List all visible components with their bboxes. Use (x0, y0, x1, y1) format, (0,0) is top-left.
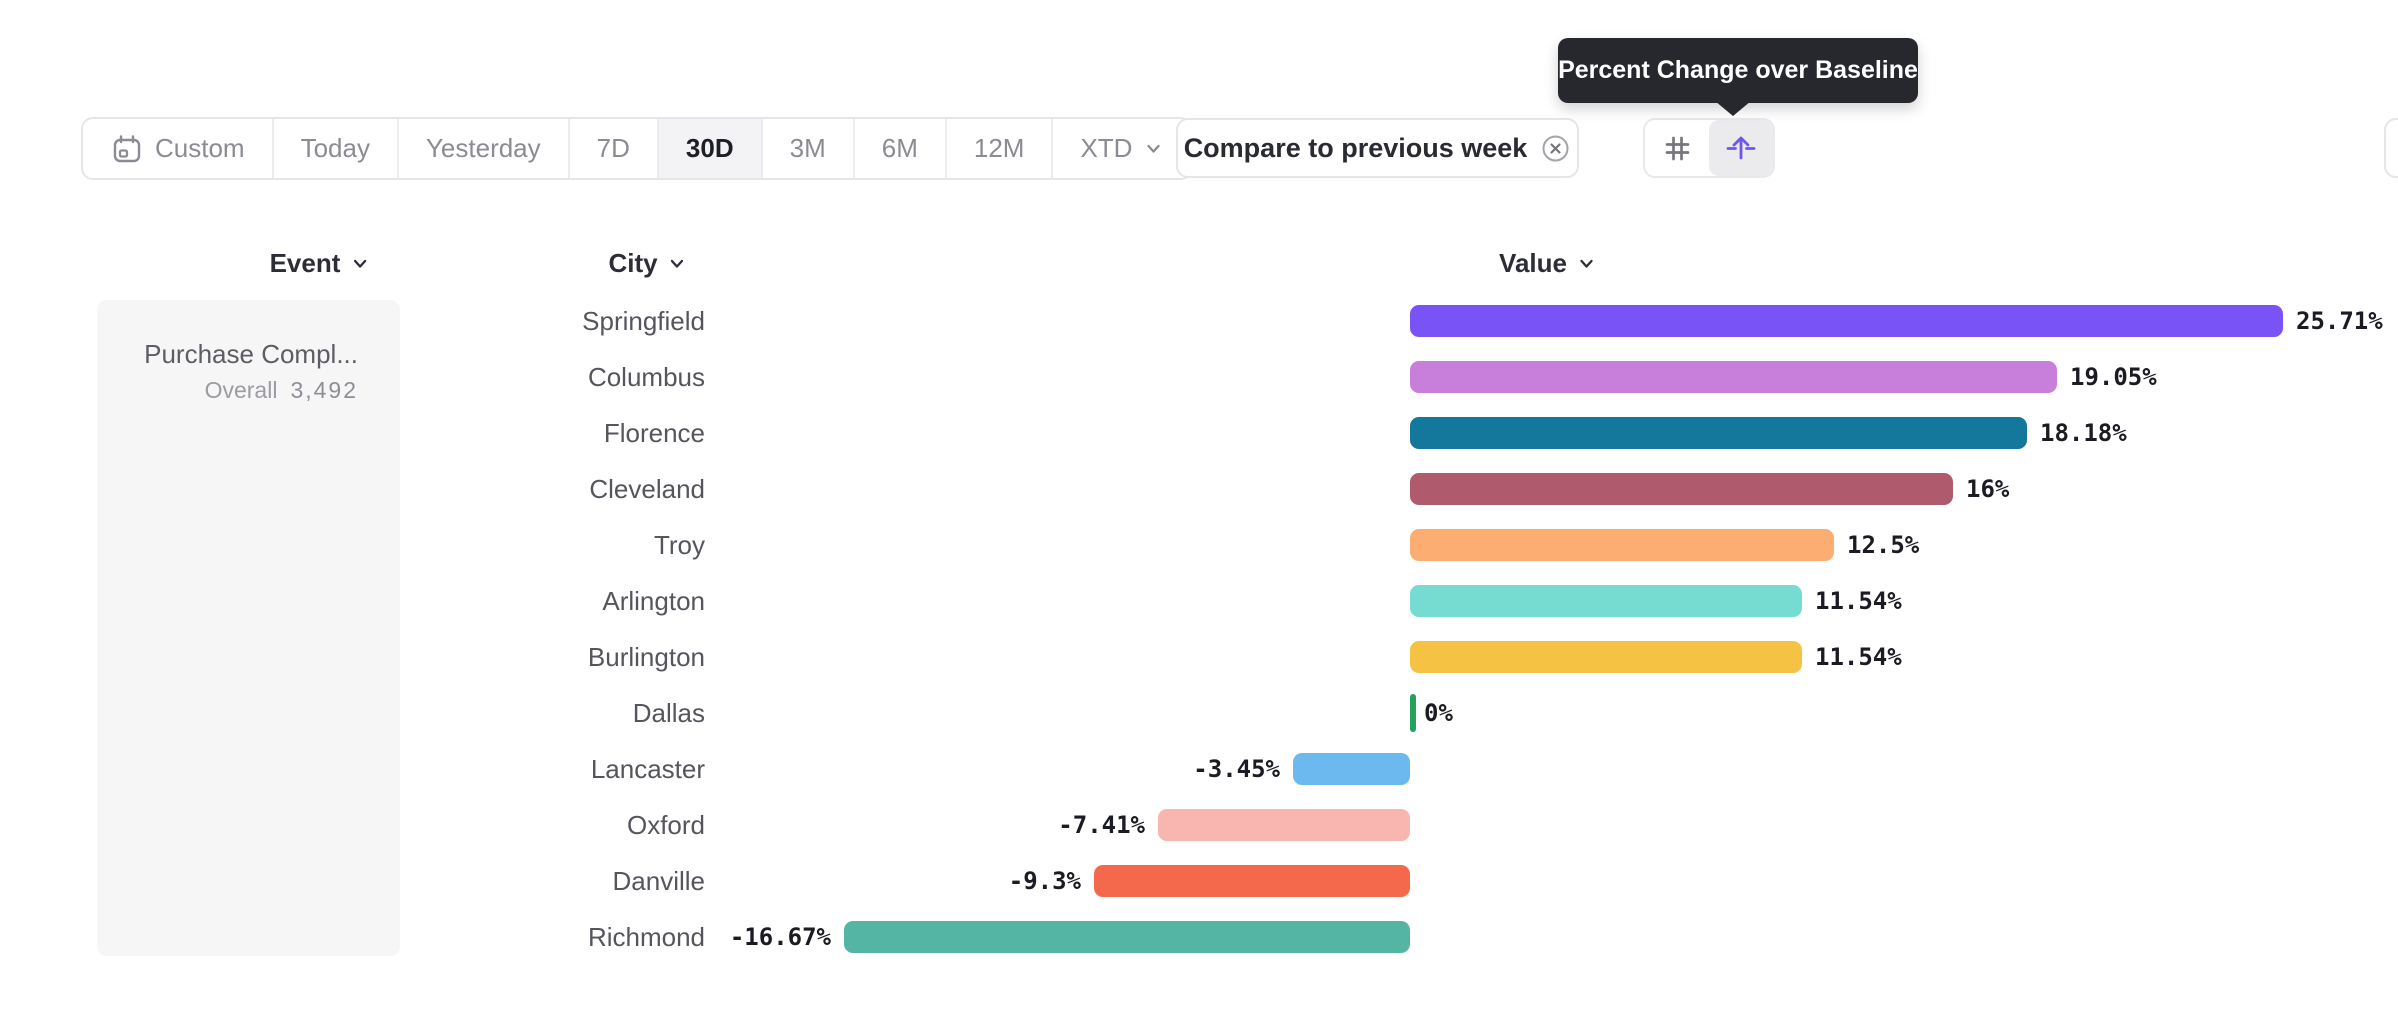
date-range-yesterday[interactable]: Yesterday (396, 119, 568, 178)
date-range-label: Custom (155, 133, 245, 163)
date-range-xtd[interactable]: XTD (1051, 119, 1191, 178)
date-range-custom[interactable]: Custom (83, 119, 272, 178)
bar-florence[interactable] (1410, 417, 2027, 449)
tooltip-text: Percent Change over Baseline (1558, 56, 1918, 84)
bar-oxford[interactable] (1158, 809, 1410, 841)
chart-row-lancaster: Lancaster -3.45% (0, 741, 2398, 797)
bar-danville[interactable] (1094, 865, 1410, 897)
bar-troy[interactable] (1410, 529, 1834, 561)
chart-row-dallas: Dallas 0% (0, 685, 2398, 741)
value-label: 11.54% (1815, 643, 1902, 671)
hash-grid-icon (1665, 136, 1689, 160)
bar-arlington[interactable] (1410, 585, 1802, 617)
bar-burlington[interactable] (1410, 641, 1802, 673)
chart-row-oxford: Oxford -7.41% (0, 797, 2398, 853)
tooltip-caret (1715, 101, 1751, 116)
bar-cleveland[interactable] (1410, 473, 1953, 505)
date-range-label: XTD (1080, 133, 1133, 163)
chart-row-arlington: Arlington 11.54% (0, 573, 2398, 629)
arrow-up-baseline-icon (1726, 136, 1756, 160)
value-label: -9.3% (1008, 867, 1081, 895)
chevron-down-icon (1147, 144, 1161, 153)
column-header-value[interactable]: Value (1499, 245, 1597, 281)
date-range-label: Yesterday (425, 133, 541, 163)
date-range-label: Today (300, 133, 370, 163)
event-overall-row: Overall 3,492 (97, 377, 358, 404)
value-label: 25.71% (2296, 307, 2383, 335)
overall-value: 3,492 (290, 377, 358, 403)
date-range-12m[interactable]: 12M (944, 119, 1052, 178)
date-range-today[interactable]: Today (271, 119, 397, 178)
chevron-down-icon (353, 259, 367, 268)
calendar-icon (113, 134, 141, 162)
event-name: Purchase Compl... (144, 339, 358, 369)
date-range-7d[interactable]: 7D (567, 119, 657, 178)
grid-view-button[interactable] (1645, 120, 1709, 176)
compare-chip[interactable]: Compare to previous week (1176, 118, 1579, 178)
chart-row-florence: Florence 18.18% (0, 405, 2398, 461)
city-label: Burlington (587, 642, 705, 672)
city-label: Florence (603, 418, 705, 448)
circle-x-icon[interactable] (1540, 133, 1571, 164)
value-label: -16.67% (729, 923, 831, 951)
bar-richmond[interactable] (844, 921, 1410, 953)
value-label: 16% (1966, 475, 2010, 503)
chart-row-columbus: Columbus 19.05% (0, 349, 2398, 405)
city-label: Springfield (582, 306, 705, 336)
chart-row-burlington: Burlington 11.54% (0, 629, 2398, 685)
chart-row-danville: Danville -9.3% (0, 853, 2398, 909)
date-range-label: 3M (789, 133, 826, 163)
date-range-label: 12M (973, 133, 1025, 163)
date-range-label: 30D (685, 133, 734, 163)
column-header-event-label: Event (269, 247, 341, 278)
chart-row-springfield: Springfield 25.71% (0, 293, 2398, 349)
date-range-selector: Custom Today Yesterday 7D 30D 3M 6M 12M XTD (81, 117, 1194, 180)
chart-row-cleveland: Cleveland 16% (0, 461, 2398, 517)
date-range-30d[interactable]: 30D (656, 119, 761, 178)
tooltip-percent-change-over-baseline: Percent Change over Baseline (1558, 38, 1918, 103)
bar-springfield[interactable] (1410, 305, 2283, 337)
city-label: Danville (612, 866, 706, 896)
date-range-label: 7D (596, 133, 630, 163)
city-label: Lancaster (590, 754, 705, 784)
city-label: Cleveland (589, 474, 705, 504)
value-label: 18.18% (2040, 419, 2127, 447)
chevron-down-icon (670, 259, 684, 268)
city-label: Oxford (626, 810, 705, 840)
column-header-city[interactable]: City (608, 245, 687, 281)
zero-baseline-tick[interactable] (1410, 694, 1416, 732)
column-header-value-label: Value (1499, 247, 1567, 278)
city-label: Dallas (632, 698, 705, 728)
city-label: Columbus (587, 362, 705, 392)
toolbar: Custom Today Yesterday 7D 30D 3M 6M 12M XTD Comp… (0, 117, 2398, 180)
city-label: Richmond (587, 922, 705, 952)
value-label: -3.45% (1193, 755, 1280, 783)
date-range-6m[interactable]: 6M (852, 119, 945, 178)
value-label: 12.5% (1847, 531, 1920, 559)
value-label: -7.41% (1058, 811, 1145, 839)
city-label: Troy (653, 530, 705, 560)
chevron-down-icon (1580, 259, 1593, 268)
percent-change-over-baseline-button[interactable] (1709, 120, 1773, 176)
event-card[interactable]: Purchase Compl... Overall 3,492 (97, 300, 400, 956)
value-label: 19.05% (2070, 363, 2157, 391)
chart-row-richmond: Richmond -16.67% (0, 909, 2398, 965)
chart-row-troy: Troy 12.5% (0, 517, 2398, 573)
date-range-label: 6M (881, 133, 918, 163)
column-header-event[interactable]: Event (270, 245, 371, 281)
value-label: 0% (1424, 699, 1453, 727)
clipped-button-right-edge[interactable] (2384, 118, 2398, 178)
view-toggle-group (1643, 118, 1775, 178)
overall-label: Overall (204, 377, 278, 403)
compare-chip-label: Compare to previous week (1183, 132, 1528, 163)
column-header-city-label: City (608, 247, 658, 278)
city-label: Arlington (602, 586, 705, 616)
value-label: 11.54% (1815, 587, 1902, 615)
bar-lancaster[interactable] (1293, 753, 1410, 785)
bar-columbus[interactable] (1410, 361, 2057, 393)
date-range-3m[interactable]: 3M (760, 119, 853, 178)
